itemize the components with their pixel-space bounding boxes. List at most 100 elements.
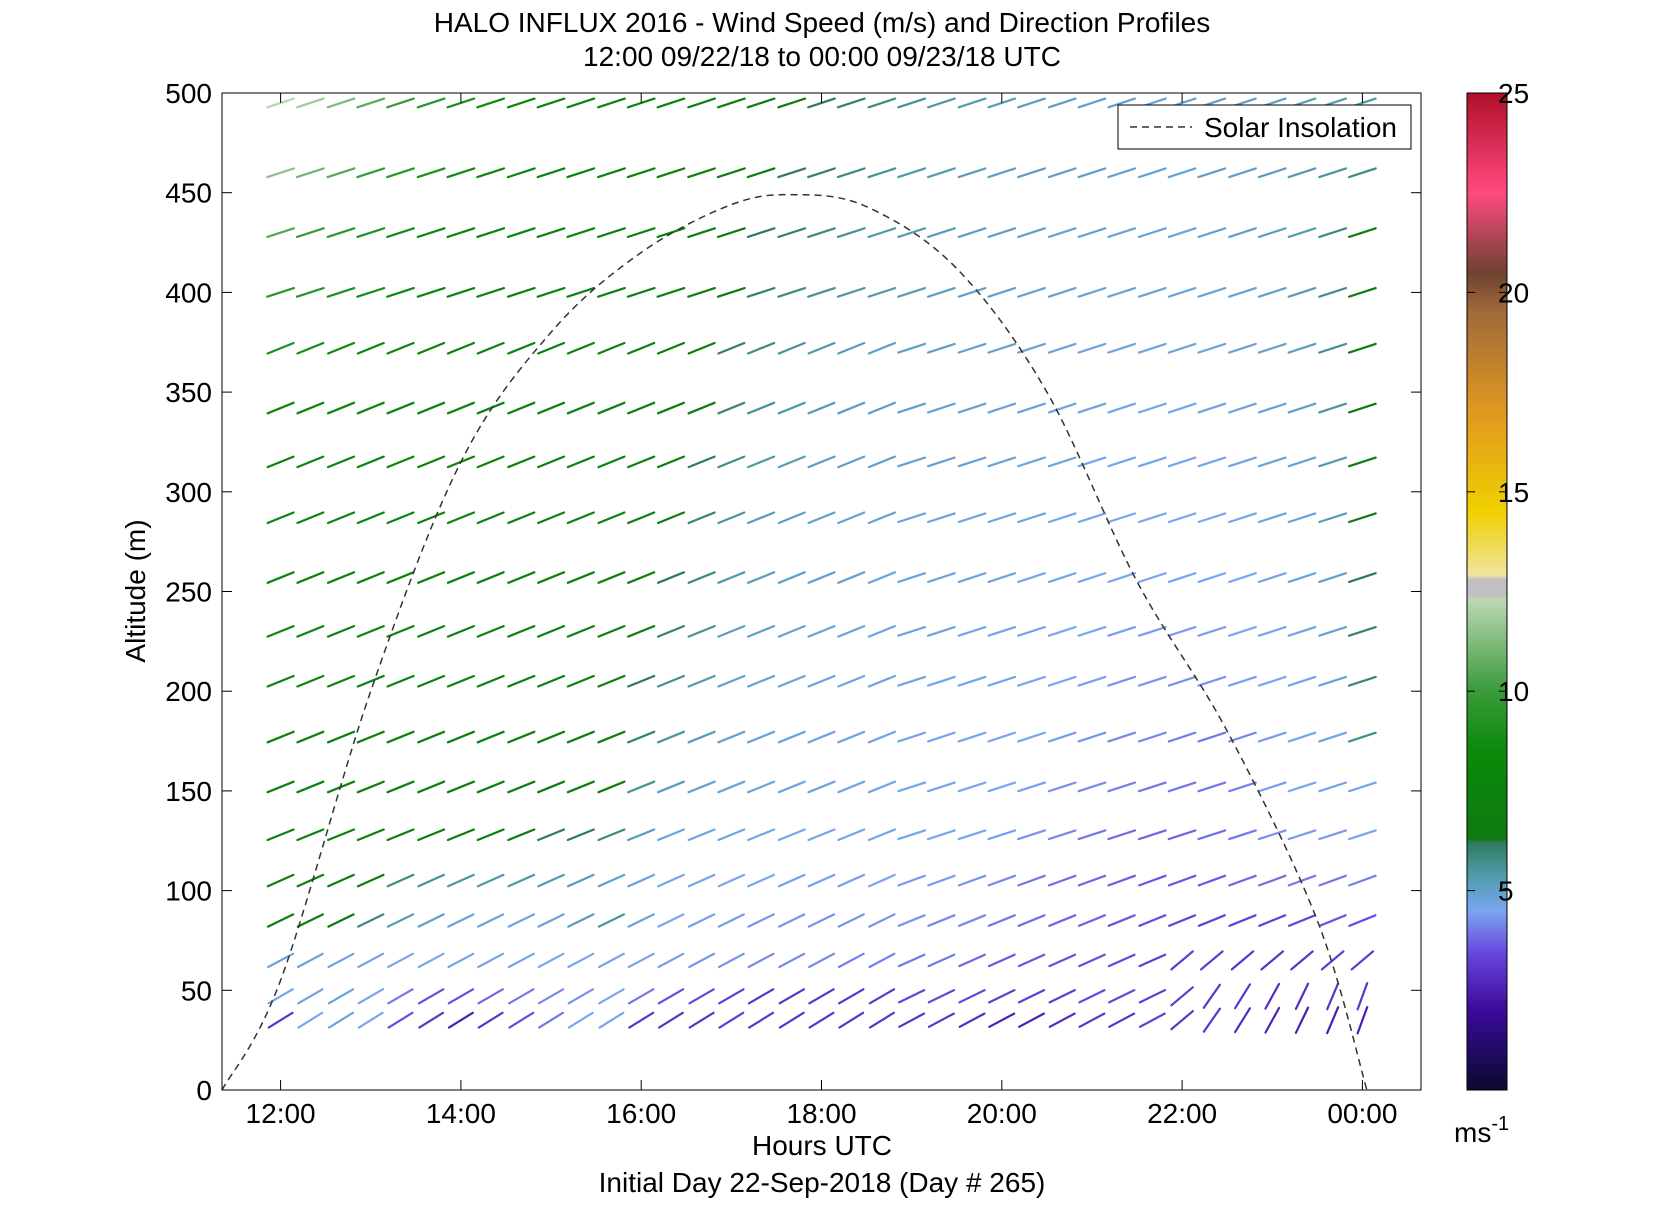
- wind-barb: [536, 341, 566, 355]
- wind-barb: [717, 455, 746, 469]
- wind-barb: [987, 456, 1017, 468]
- wind-barb: [837, 624, 866, 638]
- wind-barb: [296, 401, 325, 415]
- wind-barb: [777, 780, 806, 794]
- wind-barb: [416, 167, 446, 179]
- wind-barb: [627, 780, 656, 794]
- wind-barb: [1047, 675, 1077, 687]
- wind-barb: [627, 828, 656, 842]
- wind-barb: [1077, 675, 1107, 687]
- x-axis: 12:00 14:00 16:00 18:00 20:00 22:00 00:00: [246, 93, 1397, 1129]
- wind-barb: [957, 572, 987, 584]
- wind-barb: [987, 342, 1017, 354]
- wind-barb: [837, 511, 866, 525]
- wind-barb: [1047, 572, 1077, 584]
- y-tick-label: 400: [165, 277, 212, 308]
- wind-barb: [507, 913, 536, 928]
- wind-barb: [536, 571, 566, 584]
- colorbar-tick-label: 10: [1498, 676, 1529, 707]
- wind-barb: [926, 227, 956, 238]
- wind-barb: [1138, 953, 1167, 968]
- wind-barb: [987, 625, 1017, 637]
- wind-barb: [1137, 402, 1167, 414]
- wind-barb: [566, 341, 595, 355]
- wind-barb: [386, 341, 415, 355]
- wind-barb: [867, 828, 897, 842]
- wind-barb: [1287, 287, 1317, 298]
- wind-barb: [987, 572, 1017, 584]
- wind-barb: [987, 402, 1017, 414]
- wind-barb: [1228, 781, 1257, 793]
- wind-barb: [538, 1011, 565, 1029]
- wind-barb: [296, 952, 324, 969]
- wind-barb: [447, 952, 475, 969]
- wind-barb: [1318, 227, 1348, 238]
- wind-barb: [1017, 953, 1046, 968]
- wind-barb: [1170, 950, 1194, 971]
- wind-barb: [867, 455, 897, 469]
- wind-barb: [266, 624, 295, 638]
- wind-barb: [1138, 1012, 1166, 1028]
- wind-barb: [1318, 874, 1347, 887]
- wind-barb: [416, 227, 446, 238]
- wind-barb: [1347, 781, 1377, 793]
- wind-barb: [416, 97, 446, 109]
- wind-barb: [327, 952, 355, 969]
- wind-barb: [296, 341, 325, 355]
- wind-barb: [837, 730, 866, 744]
- wind-barb: [807, 287, 836, 298]
- wind-barb: [446, 828, 475, 842]
- wind-barb: [746, 730, 776, 744]
- y-tick-label: 300: [165, 477, 212, 508]
- wind-barb: [1078, 1012, 1106, 1028]
- colorbar-ticks: 5 10 15 20 25: [1467, 78, 1529, 907]
- wind-barb: [536, 455, 566, 469]
- wind-barb: [1228, 167, 1257, 179]
- wind-barb: [777, 730, 806, 744]
- wind-barb: [687, 401, 716, 415]
- wind-barb: [537, 952, 565, 969]
- x-tick-label: 14:00: [426, 1098, 496, 1129]
- wind-barb: [627, 730, 656, 744]
- wind-barb: [386, 97, 415, 109]
- wind-barb: [1107, 287, 1137, 298]
- wind-barb: [628, 1011, 655, 1029]
- wind-barb: [1326, 982, 1340, 1011]
- wind-barb: [957, 287, 987, 298]
- wind-barb: [536, 828, 566, 842]
- wind-barb: [386, 455, 415, 469]
- wind-barb: [1017, 456, 1047, 468]
- wind-barb: [1264, 1006, 1281, 1034]
- colorbar-tick-label: 5: [1498, 876, 1514, 907]
- wind-barb: [836, 287, 866, 298]
- wind-barb: [1107, 572, 1137, 584]
- wind-barb: [296, 730, 325, 744]
- wind-barb: [507, 455, 536, 469]
- wind-barb: [1257, 625, 1287, 637]
- wind-barb: [1017, 731, 1047, 743]
- wind-barb: [476, 455, 505, 469]
- wind-barb: [717, 571, 746, 584]
- wind-barb: [567, 913, 595, 928]
- wind-barb: [777, 341, 806, 355]
- wind-barb: [837, 455, 866, 469]
- wind-barb: [598, 1011, 625, 1029]
- wind-barb: [656, 511, 686, 525]
- wind-barb: [417, 674, 446, 688]
- wind-barb: [1228, 456, 1257, 468]
- wind-barb: [1017, 287, 1047, 298]
- wind-barb: [1077, 97, 1107, 109]
- wind-barb: [507, 828, 536, 842]
- wind-barb: [1197, 227, 1227, 238]
- wind-barb: [326, 97, 356, 109]
- wind-barb: [477, 988, 504, 1005]
- wind-barb: [596, 287, 626, 298]
- wind-barb: [597, 952, 625, 969]
- wind-barb: [1107, 953, 1136, 968]
- wind-barb: [807, 873, 836, 888]
- wind-barb: [1167, 456, 1197, 468]
- wind-barb: [446, 341, 475, 355]
- wind-barb: [867, 511, 897, 525]
- wind-barb: [386, 828, 415, 842]
